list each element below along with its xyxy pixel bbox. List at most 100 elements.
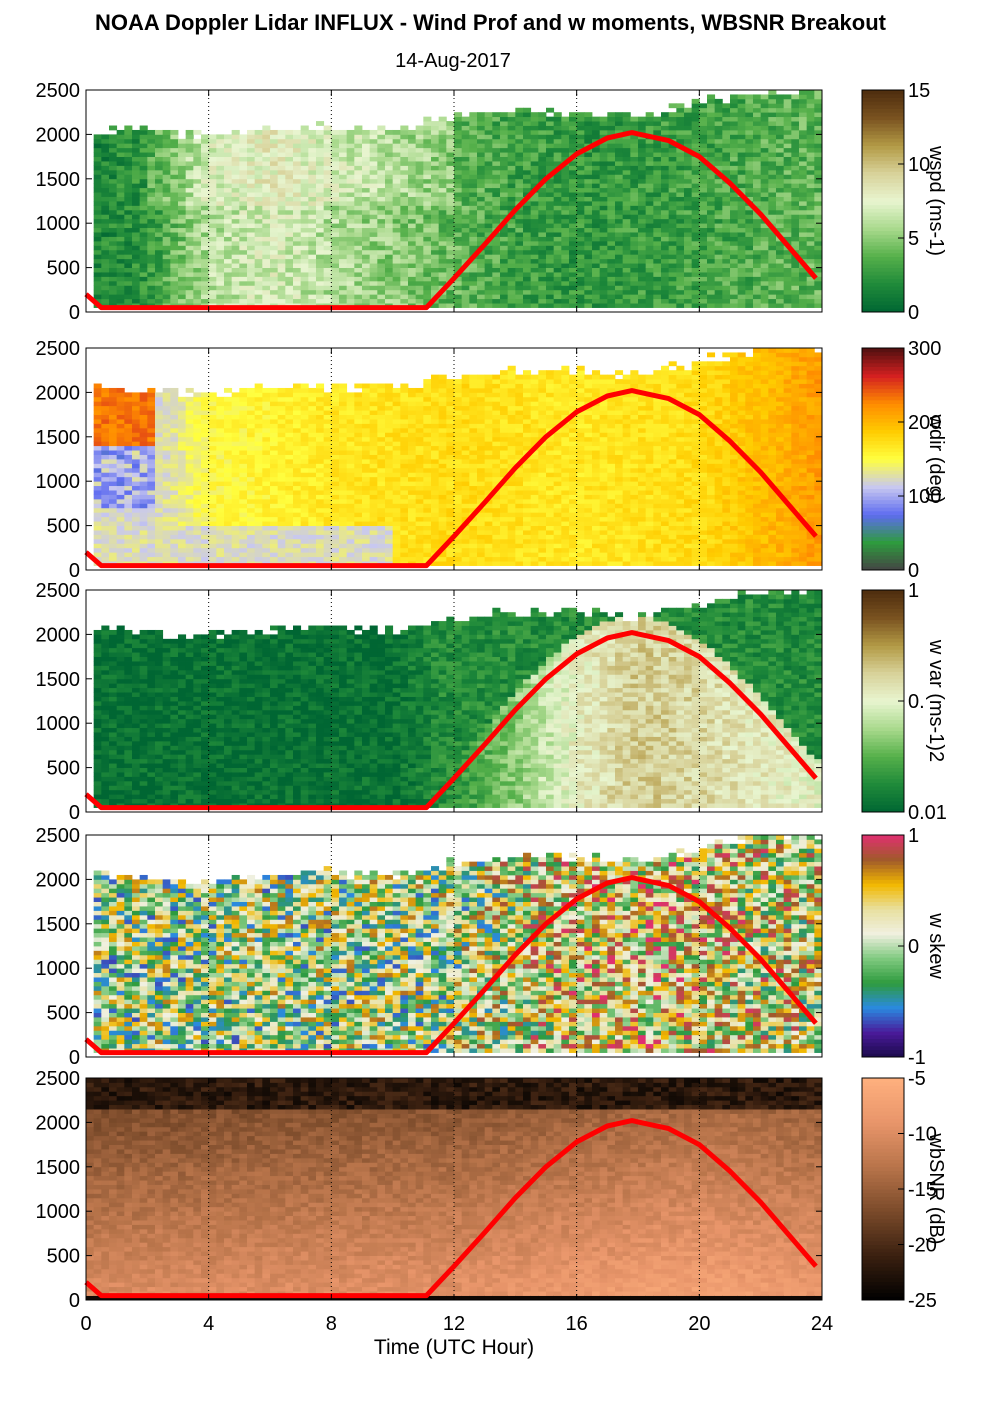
heat-cell (224, 463, 233, 469)
heat-cell (193, 218, 202, 224)
heat-cell (630, 134, 639, 140)
heat-cell (783, 161, 792, 166)
heat-cell (523, 267, 532, 273)
heat-cell (592, 125, 601, 131)
heat-cell (224, 294, 233, 300)
heat-cell (530, 258, 539, 264)
heat-cell (216, 481, 225, 487)
heat-cell (101, 556, 110, 562)
heat-cell (546, 209, 555, 215)
heat-cell (408, 161, 417, 166)
heat-cell (615, 276, 624, 282)
heat-cell (415, 236, 424, 242)
heat-cell (768, 209, 777, 215)
colorbar-segment (862, 304, 904, 309)
heat-cell (293, 218, 302, 224)
heat-cell (676, 272, 685, 277)
heat-cell (415, 263, 424, 268)
heat-cell (231, 267, 240, 273)
heat-cell (806, 94, 815, 100)
heat-cell (569, 178, 578, 184)
heat-cell (806, 107, 815, 113)
heat-cell (684, 201, 693, 206)
heat-cell (308, 298, 317, 304)
heat-cell (791, 196, 800, 202)
heat-cell (293, 223, 302, 229)
heat-cell (661, 192, 670, 197)
heat-cell (714, 112, 723, 118)
heat-cell (170, 223, 179, 229)
heat-cell (707, 267, 716, 273)
heat-cell (492, 201, 501, 206)
heat-cell (645, 280, 654, 286)
heat-cell (316, 258, 325, 264)
heat-cell (576, 183, 585, 189)
heat-cell (622, 201, 631, 206)
heat-cell (492, 258, 501, 264)
heat-cell (316, 201, 325, 206)
heat-cell (783, 174, 792, 180)
heat-cell (722, 232, 731, 237)
heat-cell (170, 276, 179, 282)
heat-cell (507, 138, 516, 144)
heat-cell (193, 490, 202, 495)
heat-cell (438, 134, 447, 140)
heat-cell (523, 112, 532, 118)
heat-cell (699, 254, 708, 260)
heat-cell (783, 116, 792, 122)
heat-cell (454, 178, 463, 184)
heat-cell (454, 112, 463, 118)
heat-cell (116, 436, 125, 442)
heat-cell (799, 209, 808, 215)
heat-cell (132, 161, 141, 166)
heat-cell (638, 214, 647, 220)
heat-cell (277, 214, 286, 220)
heat-cell (538, 249, 547, 255)
heat-cell (431, 174, 440, 180)
heat-cell (714, 147, 723, 153)
heat-cell (185, 387, 194, 393)
heat-cell (699, 249, 708, 255)
heat-cell (109, 445, 118, 451)
heat-cell (714, 289, 723, 295)
heat-cell (400, 209, 409, 215)
heat-cell (185, 280, 194, 286)
heat-cell (546, 205, 555, 211)
heat-cell (385, 214, 394, 220)
heat-cell (492, 223, 501, 229)
heat-cell (216, 134, 225, 140)
heat-cell (622, 138, 631, 144)
heat-cell (753, 236, 762, 242)
heat-cell (423, 121, 432, 126)
heat-cell (814, 156, 823, 162)
heat-cell (178, 401, 187, 407)
heat-cell (116, 196, 125, 202)
heat-cell (208, 196, 217, 202)
heat-cell (814, 201, 823, 206)
heat-cell (208, 267, 217, 273)
heat-cell (392, 227, 401, 233)
heat-cell (346, 240, 355, 246)
heat-cell (231, 419, 240, 424)
heat-cell (569, 223, 578, 229)
heat-cell (300, 285, 309, 291)
heat-cell (722, 165, 731, 171)
heat-cell (132, 165, 141, 171)
heat-cell (661, 303, 670, 308)
heat-cell (538, 245, 547, 251)
heat-cell (661, 294, 670, 300)
heat-cell (254, 289, 263, 295)
heat-cell (331, 178, 340, 184)
heat-cell (323, 223, 332, 229)
heat-cell (546, 267, 555, 273)
heat-cell (500, 161, 509, 166)
heat-cell (178, 538, 187, 544)
heat-cell (231, 481, 240, 487)
heat-cell (109, 183, 118, 189)
heat-cell (277, 192, 286, 197)
heat-cell (599, 165, 608, 171)
heat-cell (201, 427, 210, 433)
heat-cell (170, 481, 179, 487)
heat-cell (170, 423, 179, 429)
heat-cell (576, 196, 585, 202)
